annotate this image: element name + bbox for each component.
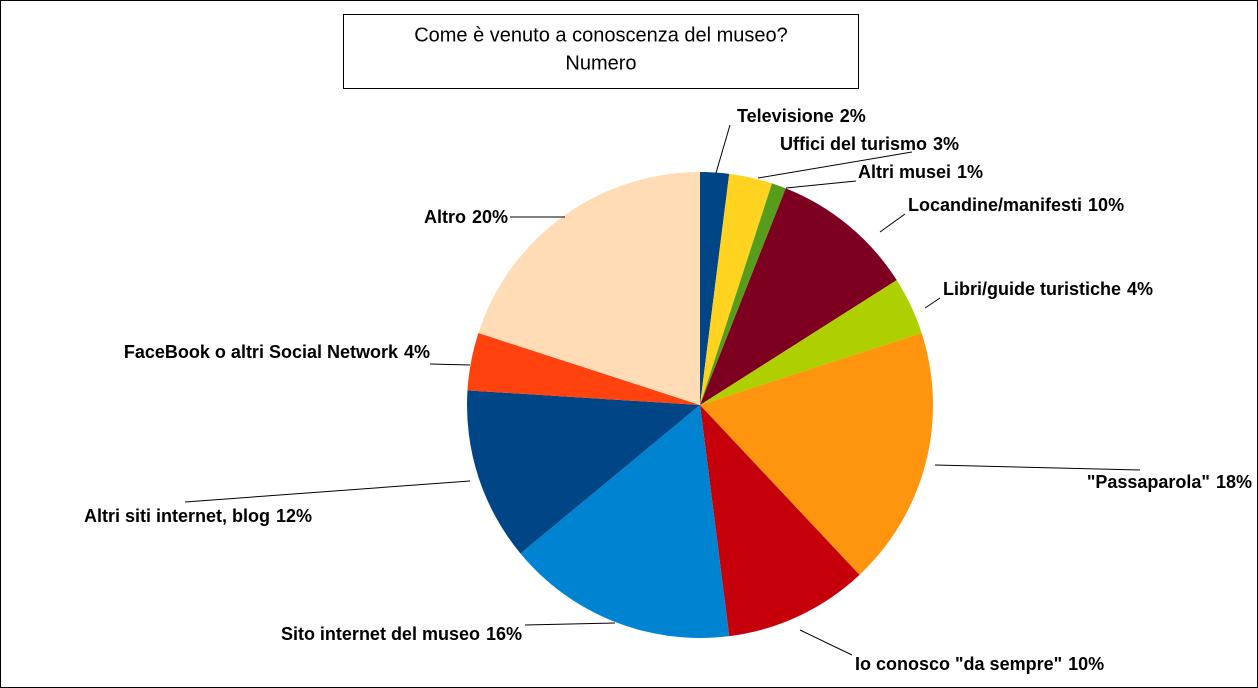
slice-category: "Passaparola" — [1087, 472, 1210, 492]
slice-category: Altri siti internet, blog — [84, 506, 270, 526]
slice-value-label: 10% — [1068, 654, 1104, 674]
slice-value-label: 4% — [1127, 279, 1153, 299]
pie-slice — [467, 390, 700, 554]
slice-value-label: 1% — [957, 162, 983, 182]
slice-label: Televisione 2% — [737, 106, 866, 126]
slice-category: Uffici del turismo — [780, 134, 927, 154]
slice-label: Libri/guide turistiche 4% — [943, 279, 1153, 299]
slice-label: "Passaparola" 18% — [1087, 472, 1252, 492]
slice-category: Io conosco "da sempre" — [855, 654, 1062, 674]
pie-slice — [700, 332, 933, 575]
slice-label: Altri siti internet, blog 12% — [84, 506, 312, 526]
pie-slice — [700, 173, 773, 405]
chart-title: Come è venuto a conoscenza del museo? — [414, 24, 788, 46]
leader-line — [429, 363, 471, 366]
pie-slice — [700, 405, 860, 637]
pie-slice — [467, 332, 700, 405]
pie-slice — [700, 188, 897, 405]
leader-line — [934, 464, 1141, 471]
pie-slice — [700, 172, 730, 405]
slice-label: FaceBook o altri Social Network 4% — [124, 342, 430, 362]
leader-line — [757, 151, 913, 179]
slice-value-label: 10% — [1088, 195, 1124, 215]
slice-label: Altri musei 1% — [858, 162, 983, 182]
slice-category: Altri musei — [858, 162, 951, 182]
slice-label: Io conosco "da sempre" 10% — [855, 654, 1104, 674]
slice-label: Locandine/manifesti 10% — [908, 195, 1124, 215]
slice-value-label: 2% — [840, 106, 866, 126]
slice-label: Sito internet del museo 16% — [281, 624, 522, 644]
chart-subtitle: Numero — [565, 52, 636, 74]
slice-category: FaceBook o altri Social Network — [124, 342, 399, 362]
leader-line — [524, 622, 616, 626]
pie-slice — [700, 183, 786, 405]
pie-slice — [520, 405, 730, 638]
slice-label: Uffici del turismo 3% — [780, 134, 959, 154]
slice-category: Libri/guide turistiche — [943, 279, 1121, 299]
leader-line — [184, 480, 471, 503]
pie-slice — [478, 172, 700, 405]
slice-category: Sito internet del museo — [281, 624, 480, 644]
slice-value-label: 12% — [276, 506, 312, 526]
leader-line — [879, 213, 906, 233]
slice-category: Altro — [424, 207, 466, 227]
leader-line — [799, 629, 853, 656]
slice-category: Televisione — [737, 106, 834, 126]
slice-value-label: 4% — [404, 342, 430, 362]
slice-value-label: 3% — [933, 134, 959, 154]
slice-value-label: 16% — [486, 624, 522, 644]
slice-value-label: 18% — [1216, 472, 1252, 492]
leader-line — [924, 297, 941, 309]
slice-value-label: 20% — [472, 207, 508, 227]
leader-line — [715, 124, 731, 174]
pie-slice — [700, 280, 922, 405]
slice-category: Locandine/manifesti — [908, 195, 1082, 215]
leader-line — [785, 180, 857, 189]
title-box — [343, 14, 859, 89]
slice-label: Altro 20% — [424, 207, 508, 227]
